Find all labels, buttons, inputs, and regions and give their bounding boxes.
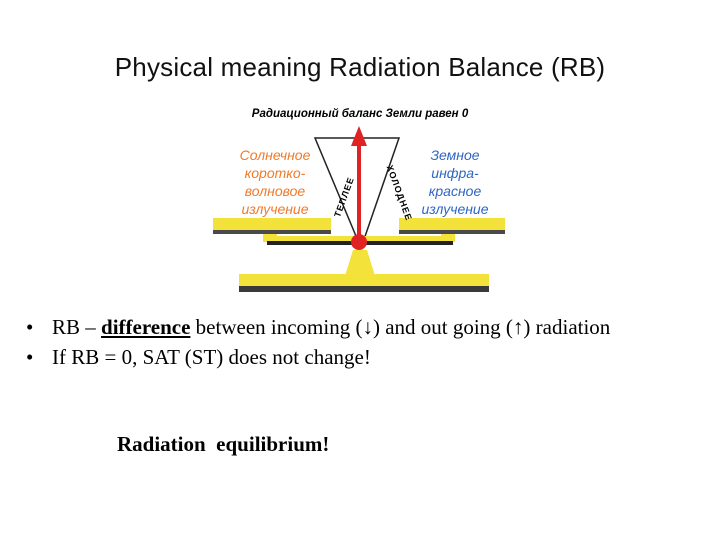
bullet-marker: • bbox=[26, 315, 34, 339]
bullet-text: If RB = 0, SAT (ST) does not change! bbox=[52, 345, 371, 369]
right-pan bbox=[399, 218, 505, 230]
radiation-balance-scale-figure: Радиационный баланс Земли равен 0 Солнеч… bbox=[205, 100, 515, 300]
bullet-emphasis: difference bbox=[101, 315, 191, 339]
bullet-item-rb-definition: • RB – difference between incoming (↓) an… bbox=[26, 312, 716, 342]
terrestrial-line: излучение bbox=[421, 201, 489, 217]
scale-base bbox=[239, 274, 489, 288]
balance-scale-drawing bbox=[213, 126, 505, 292]
solar-line: волновое bbox=[244, 183, 306, 199]
left-pan-shadow bbox=[213, 230, 331, 234]
right-pan-shadow bbox=[399, 230, 505, 234]
needle-pivot bbox=[351, 234, 367, 250]
solar-line: излучение bbox=[241, 201, 309, 217]
needle-shaft bbox=[357, 142, 361, 242]
pivot-stand bbox=[345, 250, 375, 276]
solar-line: Солнечное bbox=[239, 147, 311, 163]
bullet-item-rb-zero: • If RB = 0, SAT (ST) does not change! bbox=[26, 342, 716, 372]
bullet-marker: • bbox=[26, 345, 34, 369]
solar-line: коротко- bbox=[244, 165, 306, 181]
terrestrial-line: Земное bbox=[430, 147, 480, 163]
left-pan bbox=[213, 218, 331, 230]
terrestrial-radiation-label: Земное инфра- красное излучение bbox=[405, 146, 505, 218]
terrestrial-line: инфра- bbox=[431, 165, 479, 181]
terrestrial-line: красное bbox=[428, 183, 482, 199]
scale-base-shadow bbox=[239, 286, 489, 292]
bullet-text-suffix: between incoming (↓) and out going (↑) r… bbox=[190, 315, 611, 339]
slide-title: Physical meaning Radiation Balance (RB) bbox=[114, 52, 606, 82]
bullet-list: • RB – difference between incoming (↓) an… bbox=[26, 312, 716, 372]
solar-radiation-label: Солнечное коротко- волновое излучение bbox=[223, 146, 327, 218]
needle-arrowhead bbox=[351, 126, 367, 146]
figure-caption: Радиационный баланс Земли равен 0 bbox=[251, 108, 469, 120]
equilibrium-statement: Radiation equilibrium! bbox=[117, 432, 330, 456]
bullet-text-prefix: RB – bbox=[52, 315, 102, 339]
